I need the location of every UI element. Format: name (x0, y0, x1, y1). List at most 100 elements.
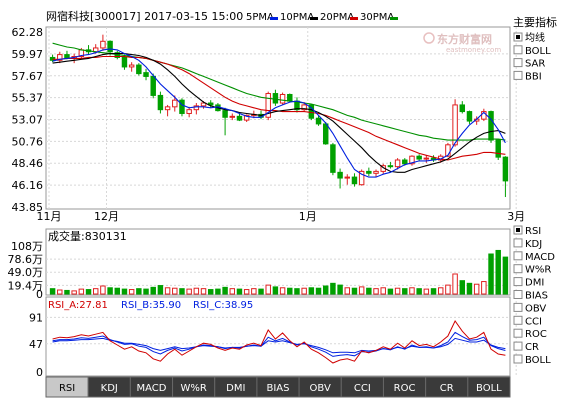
checkbox-icon[interactable] (513, 341, 523, 351)
volume-bar (488, 253, 494, 295)
sidebar-option-label: CCI (525, 316, 542, 327)
legend-ma10-swatch (310, 17, 318, 20)
volume-bar (107, 287, 113, 295)
candle-body (107, 40, 113, 53)
sidebar-option-roc[interactable]: ROC (513, 328, 547, 340)
sidebar-option-label: BIAS (525, 291, 548, 302)
sidebar-option-cr[interactable]: CR (513, 341, 539, 353)
checkbox-icon[interactable] (513, 277, 523, 287)
volume-panel (45, 228, 511, 296)
rsi-ytick-label: 47 (29, 338, 43, 351)
candle-body (488, 111, 494, 141)
tab-cci[interactable]: CCI (340, 376, 384, 398)
volume-bar (121, 288, 128, 295)
tab-dmi[interactable]: DMI (214, 376, 258, 398)
volume-bar (445, 284, 451, 295)
sidebar-option-label: ROC (525, 329, 547, 340)
volume-bar (301, 287, 307, 295)
tab-macd[interactable]: MACD (129, 376, 174, 398)
legend-ma30: 30PMA (360, 12, 394, 23)
candle-body (315, 117, 322, 125)
checkbox-icon[interactable] (513, 251, 523, 261)
checkbox-icon[interactable] (513, 290, 523, 299)
volume-bar (337, 284, 343, 295)
watermark-logo-icon (423, 32, 435, 44)
candle-body (207, 102, 214, 106)
tab-cr[interactable]: CR (425, 376, 469, 398)
ma30-line (52, 42, 506, 141)
sidebar-option-obv[interactable]: OBV (513, 302, 546, 314)
price-ytick-label: 59.97 (12, 48, 44, 61)
sidebar-option-label: OBV (525, 303, 546, 314)
tab-label: OBV (310, 383, 331, 394)
tab-wpctr[interactable]: W%R (172, 376, 216, 398)
tab-label: W%R (180, 383, 206, 394)
volume-bar (294, 288, 300, 295)
rsi-a-line (52, 320, 506, 364)
checkbox-icon[interactable] (513, 354, 523, 364)
volume-bar (251, 288, 257, 295)
checkbox-icon[interactable] (513, 264, 523, 274)
candle-body (121, 56, 128, 68)
checkbox-checked-icon (516, 35, 520, 39)
tab-roc[interactable]: ROC (382, 376, 427, 398)
sidebar-option-dmi[interactable]: DMI (513, 277, 544, 289)
checkbox-icon[interactable] (513, 70, 523, 80)
checkbox-icon[interactable] (513, 238, 523, 248)
checkbox-icon[interactable] (513, 45, 523, 55)
sidebar-option-macd[interactable]: MACD (513, 251, 555, 263)
sidebar-option-均线[interactable]: 均线 (513, 31, 545, 44)
candle-body (452, 104, 458, 146)
volume-bar (85, 289, 92, 295)
sidebar-option-cci[interactable]: CCI (513, 315, 542, 327)
candle-body (136, 64, 142, 75)
tab-bias[interactable]: BIAS (256, 376, 300, 398)
sidebar-option-boll[interactable]: BOLL (513, 45, 551, 57)
tab-rsi[interactable]: RSI (45, 376, 89, 398)
sidebar-option-kdj[interactable]: KDJ (513, 238, 542, 250)
sidebar-option-wpctr[interactable]: W%R (513, 264, 551, 276)
tab-label: ROC (394, 383, 416, 394)
price-ytick-label: 48.46 (12, 157, 44, 170)
chart-header-info: 网宿科技[300017] 2017-03-15 15:00 (46, 9, 243, 23)
tab-label: DMI (226, 383, 245, 394)
legend-ma10: 10PMA (280, 12, 314, 23)
legend-ma5: 5PMA (246, 12, 274, 23)
sidebar-option-label: BBI (525, 71, 542, 82)
legend-ma20: 20PMA (320, 12, 354, 23)
volume-bar (78, 288, 85, 295)
candle-body (409, 155, 415, 165)
candle-body (308, 104, 315, 119)
volume-bar (200, 288, 207, 295)
tab-label: BOLL (476, 383, 502, 394)
sidebar-option-rsi[interactable]: RSI (513, 225, 541, 237)
checkbox-icon[interactable] (513, 315, 523, 325)
date-xtick-label: 11月 (37, 210, 62, 223)
sidebar-option-boll[interactable]: BOLL (513, 354, 551, 366)
sidebar-option-label: CR (525, 342, 539, 353)
volume-bar (64, 289, 70, 295)
volume-bar (287, 287, 293, 295)
candle-body (322, 123, 329, 145)
sidebar-option-bbi[interactable]: BBI (513, 70, 542, 82)
tab-kdj[interactable]: KDJ (87, 376, 131, 398)
volume-bar (315, 287, 322, 295)
candle-body (265, 93, 271, 118)
checkbox-icon[interactable] (513, 58, 523, 68)
legend-ma30-swatch (390, 17, 398, 20)
sidebar-option-label: 均线 (525, 31, 545, 44)
checkbox-icon[interactable] (513, 328, 523, 338)
sidebar-option-sar[interactable]: SAR (513, 58, 545, 70)
tab-obv[interactable]: OBV (298, 376, 342, 398)
volume-bar (437, 287, 444, 295)
candle-body (157, 94, 164, 111)
volume-bar (466, 282, 473, 295)
tab-boll[interactable]: BOLL (467, 376, 511, 398)
checkbox-icon[interactable] (513, 302, 523, 312)
watermark-logo: 东方财富网 eastmoney.com (423, 32, 501, 54)
ma10-line (52, 53, 506, 173)
rsi-b-line (52, 331, 506, 357)
volume-bar (229, 288, 236, 295)
sidebar-option-bias[interactable]: BIAS (513, 290, 548, 302)
